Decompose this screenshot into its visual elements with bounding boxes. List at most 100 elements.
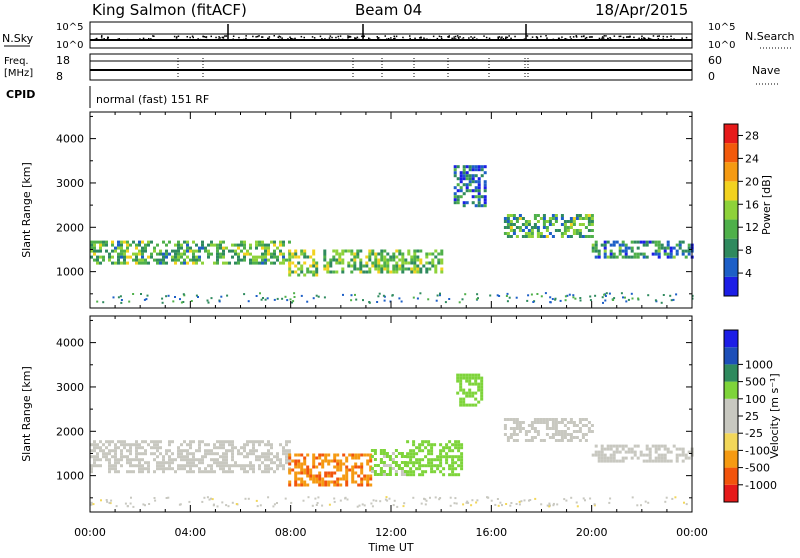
- noise-dot: [670, 35, 672, 37]
- noise-dot: [505, 36, 507, 38]
- noise-dot: [472, 37, 474, 39]
- scatter-band-3: [406, 440, 464, 477]
- noise-dot: [432, 35, 435, 38]
- noise-dot: [440, 36, 443, 38]
- colorbar-cell: [724, 381, 738, 399]
- colorbar-tick-label: 8: [745, 244, 752, 257]
- noise-dot: [287, 38, 289, 40]
- noise-dot: [337, 35, 339, 38]
- noise-dot: [101, 38, 103, 40]
- noise-dot: [354, 38, 356, 41]
- noise-dot: [358, 38, 360, 41]
- noise-dot: [267, 37, 269, 40]
- noise-dot: [324, 38, 326, 40]
- noise-dot: [451, 37, 453, 40]
- noise-dot: [557, 37, 560, 40]
- power-frame: [89, 111, 693, 309]
- noise-dot: [641, 35, 643, 37]
- noise-dot: [565, 38, 567, 41]
- ytick-label: 2000: [56, 425, 84, 438]
- colorbar-cell: [724, 398, 738, 416]
- noise-dot: [603, 38, 606, 41]
- noise-dot: [103, 38, 105, 40]
- noise-dot: [473, 36, 476, 39]
- noise-dot: [197, 38, 199, 40]
- noise-dot: [598, 38, 601, 41]
- noise-dot: [303, 36, 305, 39]
- noise-dot: [510, 37, 512, 40]
- colorbar-tick-label: 24: [745, 152, 759, 165]
- noise-dot: [468, 37, 470, 39]
- noise-dot: [681, 37, 683, 39]
- noise-dot: [335, 36, 337, 39]
- xtick-label: 04:00: [174, 526, 206, 539]
- scatter-band-4: [503, 214, 594, 238]
- noise-dot: [429, 38, 431, 41]
- freq-label-2: [MHz]: [4, 68, 33, 79]
- noise-dot: [290, 37, 292, 40]
- noise-dot: [626, 36, 628, 38]
- scatter-band-5: [503, 418, 594, 442]
- noise-dot: [117, 38, 119, 41]
- colorbar-cell: [724, 347, 738, 365]
- noise-dot: [627, 36, 629, 38]
- nave-label: Nave: [752, 64, 780, 77]
- noise-dot: [462, 37, 465, 39]
- noise-tick-high-right: 10^5: [708, 22, 735, 33]
- noise-dot: [470, 36, 472, 38]
- noise-dot: [148, 38, 150, 40]
- noise-dot: [613, 35, 616, 37]
- noise-dot: [423, 37, 425, 39]
- date-title: 18/Apr/2015: [595, 1, 688, 19]
- noise-dot: [501, 36, 503, 38]
- xtick-label: 08:00: [275, 526, 307, 539]
- noise-dot: [618, 35, 620, 38]
- noise-dot: [341, 38, 344, 41]
- freq-tick-low: 8: [56, 70, 63, 83]
- noise-dot: [245, 37, 247, 40]
- colorbar-cell: [724, 257, 738, 277]
- noise-dot: [354, 37, 356, 39]
- colorbar-tick-label: -1000: [745, 479, 777, 492]
- noise-dot: [584, 37, 587, 40]
- power-ylabel: Slant Range [km]: [20, 162, 33, 258]
- colorbar-tick-label: 16: [745, 198, 759, 211]
- noise-dot: [319, 35, 322, 38]
- noise-dot: [245, 35, 247, 37]
- noise-dot: [483, 35, 485, 37]
- noise-dot: [361, 35, 363, 38]
- colorbar-cell: [724, 467, 738, 485]
- noise-dot: [118, 38, 120, 40]
- scatter-band-0: [90, 240, 291, 265]
- noise-dot: [221, 36, 224, 39]
- noise-tick-low-right: 10^0: [708, 40, 735, 51]
- noise-dot: [152, 35, 154, 37]
- noise-dot: [651, 38, 654, 41]
- ytick-label: 4000: [56, 133, 84, 146]
- cpid-row: CPID normal (fast) 151 RF: [6, 86, 209, 108]
- noise-dot: [355, 37, 357, 40]
- noise-dot: [420, 36, 422, 39]
- noise-dot: [273, 35, 275, 37]
- noise-dot: [100, 36, 103, 38]
- velocity-colorbar-label: Velocity [m s⁻¹]: [768, 373, 781, 458]
- noise-dot: [561, 36, 563, 38]
- noise-dot: [622, 38, 625, 41]
- noise-dot: [329, 35, 332, 37]
- noise-dot: [205, 38, 208, 41]
- noise-dot: [256, 35, 259, 38]
- noise-dot: [456, 35, 459, 37]
- noise-panel: N.Sky 10^5 10^0 10^5 10^0 N.Search: [2, 21, 795, 51]
- noise-dot: [338, 38, 340, 40]
- noise-dot: [94, 38, 97, 40]
- noise-dot: [347, 37, 349, 39]
- noise-dot: [546, 37, 548, 39]
- noise-dot: [607, 38, 609, 40]
- noise-dot: [150, 38, 152, 40]
- noise-dot: [637, 38, 639, 41]
- noise-dot: [278, 38, 280, 41]
- noise-dot: [379, 38, 381, 41]
- noise-dot: [219, 37, 221, 39]
- colorbar-cell: [724, 181, 738, 201]
- noise-dot: [622, 36, 625, 39]
